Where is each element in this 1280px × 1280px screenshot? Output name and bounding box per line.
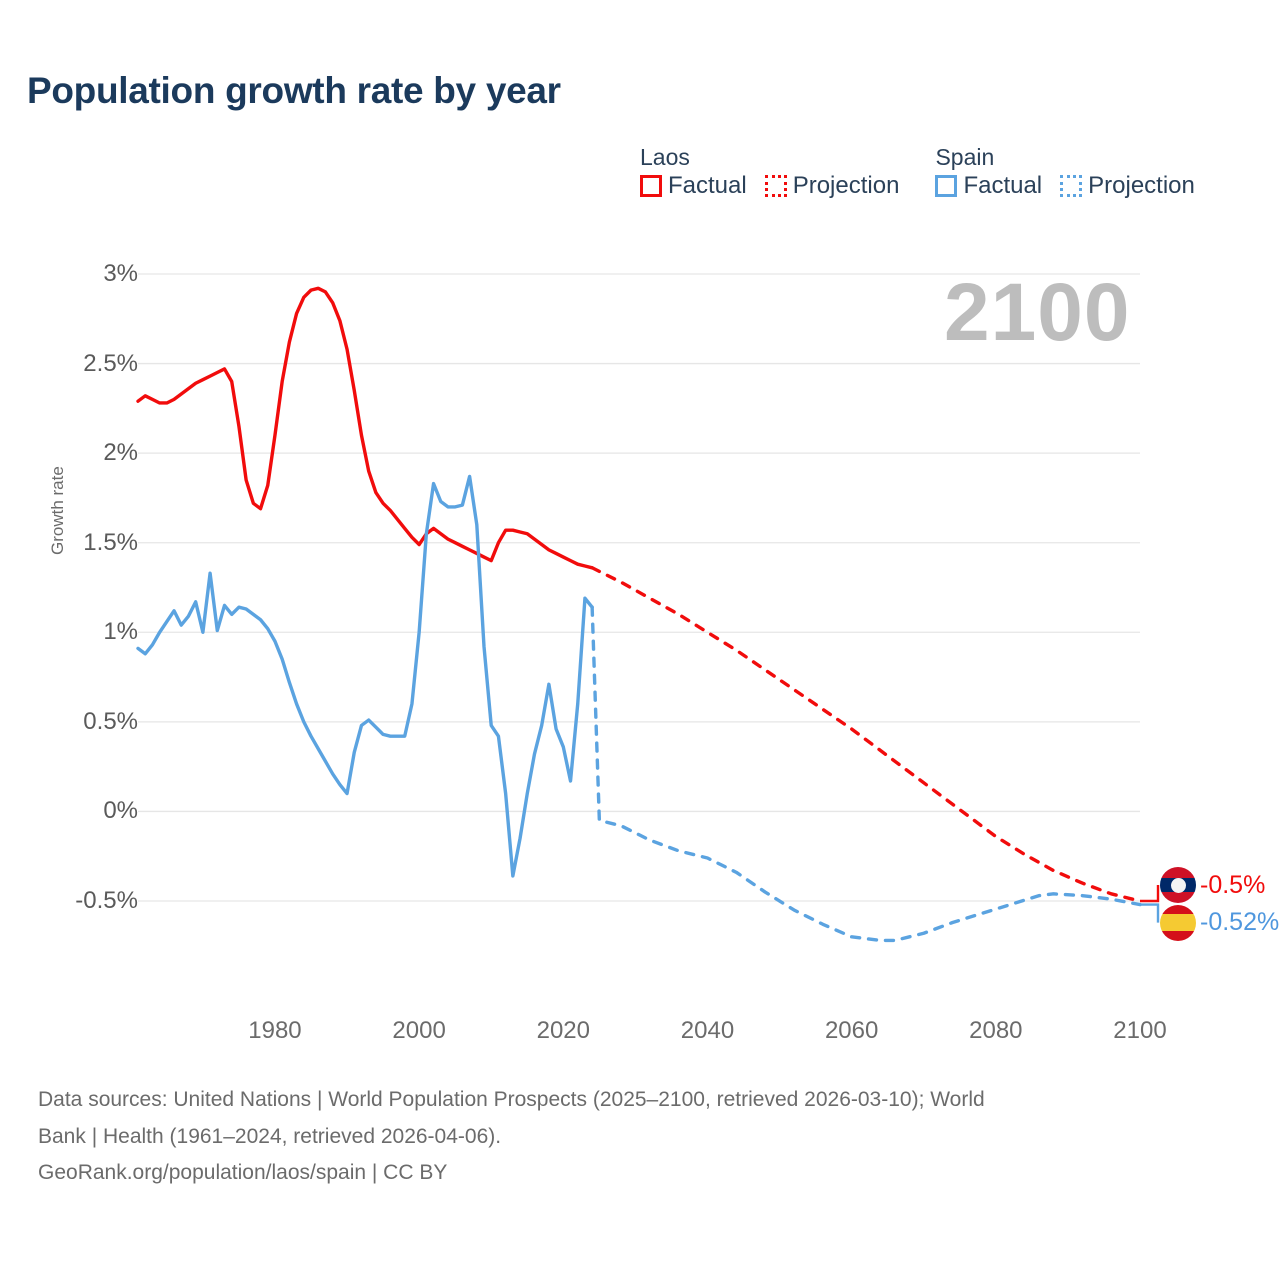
y-tick-label: 1% xyxy=(103,618,138,646)
footer-line-1: Data sources: United Nations | World Pop… xyxy=(38,1088,985,1111)
series-line-spain-factual xyxy=(136,474,594,878)
legend-swatch-solid-icon xyxy=(640,175,662,198)
y-tick-label: 3% xyxy=(103,260,138,287)
series-line-laos-projection xyxy=(590,566,1142,903)
legend-group-title-laos: Laos xyxy=(640,144,690,170)
legend-swatch-dotted-icon xyxy=(1060,175,1083,198)
legend-item-laos-factual[interactable]: Factual xyxy=(640,174,747,198)
x-tick-label: 2100 xyxy=(1113,1017,1167,1044)
x-tick-label: 2020 xyxy=(536,1017,590,1044)
y-tick-label: 0.5% xyxy=(83,707,138,735)
series-line-spain-projection xyxy=(590,605,1142,943)
legend-item-spain-projection[interactable]: Projection xyxy=(1060,174,1195,198)
y-tick-label: 1.5% xyxy=(83,528,138,556)
y-tick-label: 0% xyxy=(103,797,138,825)
y-axis-tick-labels: 3% 2.5% 2% 1.5% 1% 0.5% 0% -0.5% xyxy=(60,0,138,1060)
endpoint-connector xyxy=(1140,903,1160,923)
endpoint-value-spain: -0.52% xyxy=(1200,908,1280,937)
y-tick-label: -0.5% xyxy=(75,887,138,914)
legend-swatch-solid-icon xyxy=(935,175,958,198)
x-tick-label: 2060 xyxy=(824,1017,879,1044)
legend-label: Projection xyxy=(1088,172,1195,200)
footer-line-3[interactable]: GeoRank.org/population/laos/spain | CC B… xyxy=(38,1161,448,1185)
legend-group-spain: Spain Factual Projection xyxy=(935,144,1195,198)
y-tick-label: 2.5% xyxy=(83,349,138,377)
series-line-laos-factual xyxy=(136,286,594,570)
page-title: Population growth rate by year xyxy=(27,70,561,111)
legend-group-laos: Laos Factual Projection xyxy=(640,144,899,198)
legend-label: Factual xyxy=(963,172,1043,200)
endpoint-marker-spain[interactable]: -0.52% xyxy=(1160,904,1280,941)
legend-swatch-dotted-icon xyxy=(764,175,787,198)
year-watermark: 2100 xyxy=(944,267,1131,358)
legend-label: Projection xyxy=(792,172,900,200)
x-tick-label: 2000 xyxy=(392,1017,446,1044)
y-tick-label: 2% xyxy=(103,439,138,467)
x-tick-label: 2040 xyxy=(680,1017,735,1044)
x-tick-label: 2080 xyxy=(969,1017,1023,1044)
plot-area: Growth rate 2100 3% 2.5% 2% 1.5% 1% 0.5% 0% -0.… xyxy=(48,0,1280,1060)
legend-item-spain-factual[interactable]: Factual xyxy=(935,174,1042,198)
laos-flag-icon xyxy=(1160,867,1196,903)
chart-canvas xyxy=(136,273,1160,943)
footer-line-2: Bank | Health (1961–2024, retrieved 2026… xyxy=(38,1124,502,1148)
endpoint-marker-laos[interactable]: -0.5% xyxy=(1160,867,1265,903)
spain-flag-icon xyxy=(1160,904,1196,941)
endpoint-value-laos: -0.5% xyxy=(1200,870,1266,899)
footer-sources: Data sources: United Nations | World Pop… xyxy=(38,1084,1248,1190)
legend-label: Factual xyxy=(668,172,747,200)
chart-legend: Laos Factual Projection Spain Factual xyxy=(640,144,1195,198)
legend-item-laos-projection[interactable]: Projection xyxy=(764,172,900,200)
x-tick-label: 1980 xyxy=(248,1017,302,1044)
endpoint-connector xyxy=(1140,885,1160,903)
legend-group-title-spain: Spain xyxy=(935,144,995,170)
